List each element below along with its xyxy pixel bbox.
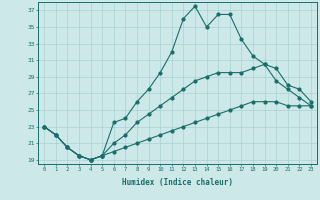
- X-axis label: Humidex (Indice chaleur): Humidex (Indice chaleur): [122, 178, 233, 187]
